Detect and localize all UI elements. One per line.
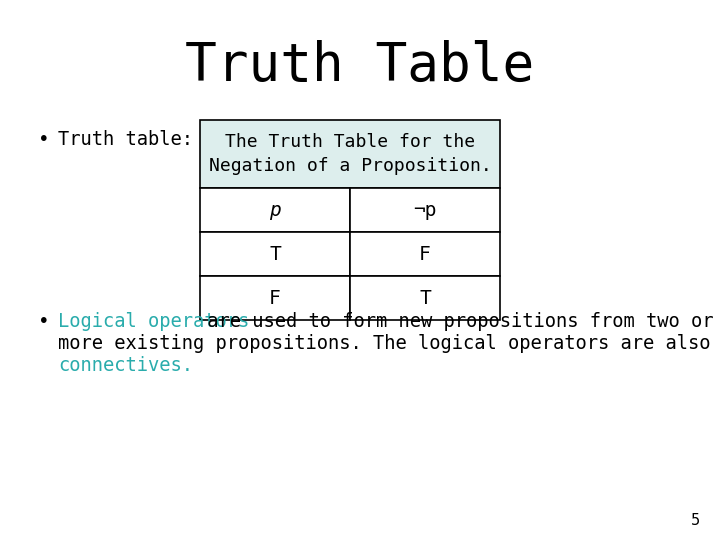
Text: more existing propositions. The logical operators are also called: more existing propositions. The logical … bbox=[58, 334, 720, 353]
Text: p: p bbox=[269, 200, 281, 219]
Text: T: T bbox=[419, 288, 431, 307]
Text: are used to form new propositions from two or: are used to form new propositions from t… bbox=[196, 312, 714, 331]
Bar bbox=[200, 276, 350, 320]
Bar bbox=[350, 276, 500, 320]
Text: The Truth Table for the
Negation of a Proposition.: The Truth Table for the Negation of a Pr… bbox=[209, 133, 491, 175]
Text: •: • bbox=[38, 312, 50, 331]
Text: connectives.: connectives. bbox=[58, 356, 193, 375]
Bar bbox=[200, 120, 500, 188]
Text: ¬p: ¬p bbox=[413, 200, 437, 219]
Text: Logical operators: Logical operators bbox=[58, 312, 249, 331]
Text: F: F bbox=[269, 288, 281, 307]
Bar bbox=[200, 188, 350, 232]
Bar bbox=[350, 232, 500, 276]
Bar bbox=[200, 232, 350, 276]
Bar bbox=[350, 188, 500, 232]
Text: •: • bbox=[38, 130, 50, 149]
Text: 5: 5 bbox=[691, 513, 700, 528]
Text: T: T bbox=[269, 245, 281, 264]
Text: F: F bbox=[419, 245, 431, 264]
Text: Truth Table: Truth Table bbox=[185, 40, 535, 92]
Text: Truth table:: Truth table: bbox=[58, 130, 193, 149]
